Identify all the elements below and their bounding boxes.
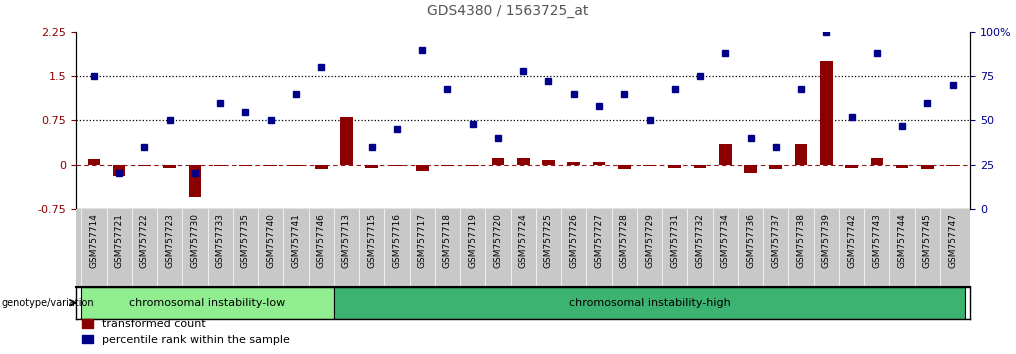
Text: GSM757725: GSM757725	[544, 213, 553, 268]
Text: GSM757743: GSM757743	[873, 213, 881, 268]
Text: genotype/variation: genotype/variation	[1, 298, 93, 308]
Bar	[871, 158, 883, 165]
Text: GSM757739: GSM757739	[822, 213, 831, 268]
Text: chromosomal instability-high: chromosomal instability-high	[569, 298, 731, 308]
Bar	[769, 165, 782, 169]
Text: GSM757721: GSM757721	[115, 213, 124, 268]
Bar	[340, 118, 353, 165]
Bar	[643, 165, 656, 166]
Text: GSM757734: GSM757734	[720, 213, 729, 268]
Text: GSM757719: GSM757719	[468, 213, 478, 268]
Bar	[543, 160, 555, 165]
Bar	[264, 165, 277, 166]
Bar	[81, 287, 334, 319]
Bar	[315, 165, 327, 169]
Bar	[618, 165, 631, 169]
Bar	[669, 165, 681, 167]
Text: GSM757730: GSM757730	[190, 213, 199, 268]
Bar	[441, 165, 454, 166]
Text: GSM757746: GSM757746	[317, 213, 326, 268]
Bar	[87, 159, 101, 165]
Bar	[795, 144, 808, 165]
Text: GSM757728: GSM757728	[620, 213, 629, 268]
Text: chromosomal instability-low: chromosomal instability-low	[129, 298, 285, 308]
Bar	[922, 165, 934, 169]
Text: GSM757722: GSM757722	[140, 213, 149, 268]
Text: GSM757718: GSM757718	[443, 213, 452, 268]
Text: GSM757717: GSM757717	[418, 213, 427, 268]
Legend: transformed count, percentile rank within the sample: transformed count, percentile rank withi…	[81, 319, 290, 345]
Bar	[896, 165, 908, 167]
Text: GSM757720: GSM757720	[494, 213, 503, 268]
Text: GSM757738: GSM757738	[797, 213, 806, 268]
Bar	[845, 165, 858, 167]
Text: GSM757724: GSM757724	[519, 213, 527, 268]
Bar	[416, 165, 429, 171]
Bar	[517, 158, 529, 165]
Text: GSM757741: GSM757741	[292, 213, 301, 268]
Bar	[745, 165, 757, 173]
Bar	[366, 165, 378, 167]
Text: GSM757733: GSM757733	[215, 213, 225, 268]
Bar	[492, 158, 504, 165]
Text: GSM757731: GSM757731	[671, 213, 680, 268]
Text: GSM757737: GSM757737	[771, 213, 780, 268]
Bar	[820, 61, 833, 165]
Bar	[113, 165, 125, 176]
Bar	[946, 165, 959, 166]
Text: GSM757732: GSM757732	[696, 213, 704, 268]
Text: GSM757729: GSM757729	[645, 213, 654, 268]
Text: GSM757740: GSM757740	[266, 213, 275, 268]
Text: GSM757745: GSM757745	[923, 213, 932, 268]
Bar	[213, 165, 227, 166]
Text: GSM757714: GSM757714	[89, 213, 99, 268]
Text: GSM757715: GSM757715	[367, 213, 376, 268]
Bar	[290, 165, 302, 166]
Text: GSM757736: GSM757736	[746, 213, 755, 268]
Bar	[694, 165, 706, 167]
Text: GSM757744: GSM757744	[897, 213, 906, 268]
Text: GSM757726: GSM757726	[569, 213, 578, 268]
Bar	[164, 165, 176, 167]
Text: GSM757742: GSM757742	[847, 213, 856, 268]
Bar	[568, 162, 580, 165]
Bar	[239, 165, 252, 166]
Text: GSM757713: GSM757713	[342, 213, 351, 268]
Bar	[592, 162, 606, 165]
Bar	[719, 144, 732, 165]
Text: GDS4380 / 1563725_at: GDS4380 / 1563725_at	[428, 4, 588, 18]
Bar	[466, 165, 479, 166]
Text: GSM757735: GSM757735	[241, 213, 250, 268]
Bar	[138, 165, 150, 166]
Text: GSM757727: GSM757727	[594, 213, 604, 268]
Text: GSM757723: GSM757723	[166, 213, 174, 268]
Bar	[334, 287, 965, 319]
Bar	[189, 165, 201, 197]
Text: GSM757716: GSM757716	[392, 213, 401, 268]
Bar	[390, 165, 403, 166]
Text: GSM757747: GSM757747	[948, 213, 957, 268]
